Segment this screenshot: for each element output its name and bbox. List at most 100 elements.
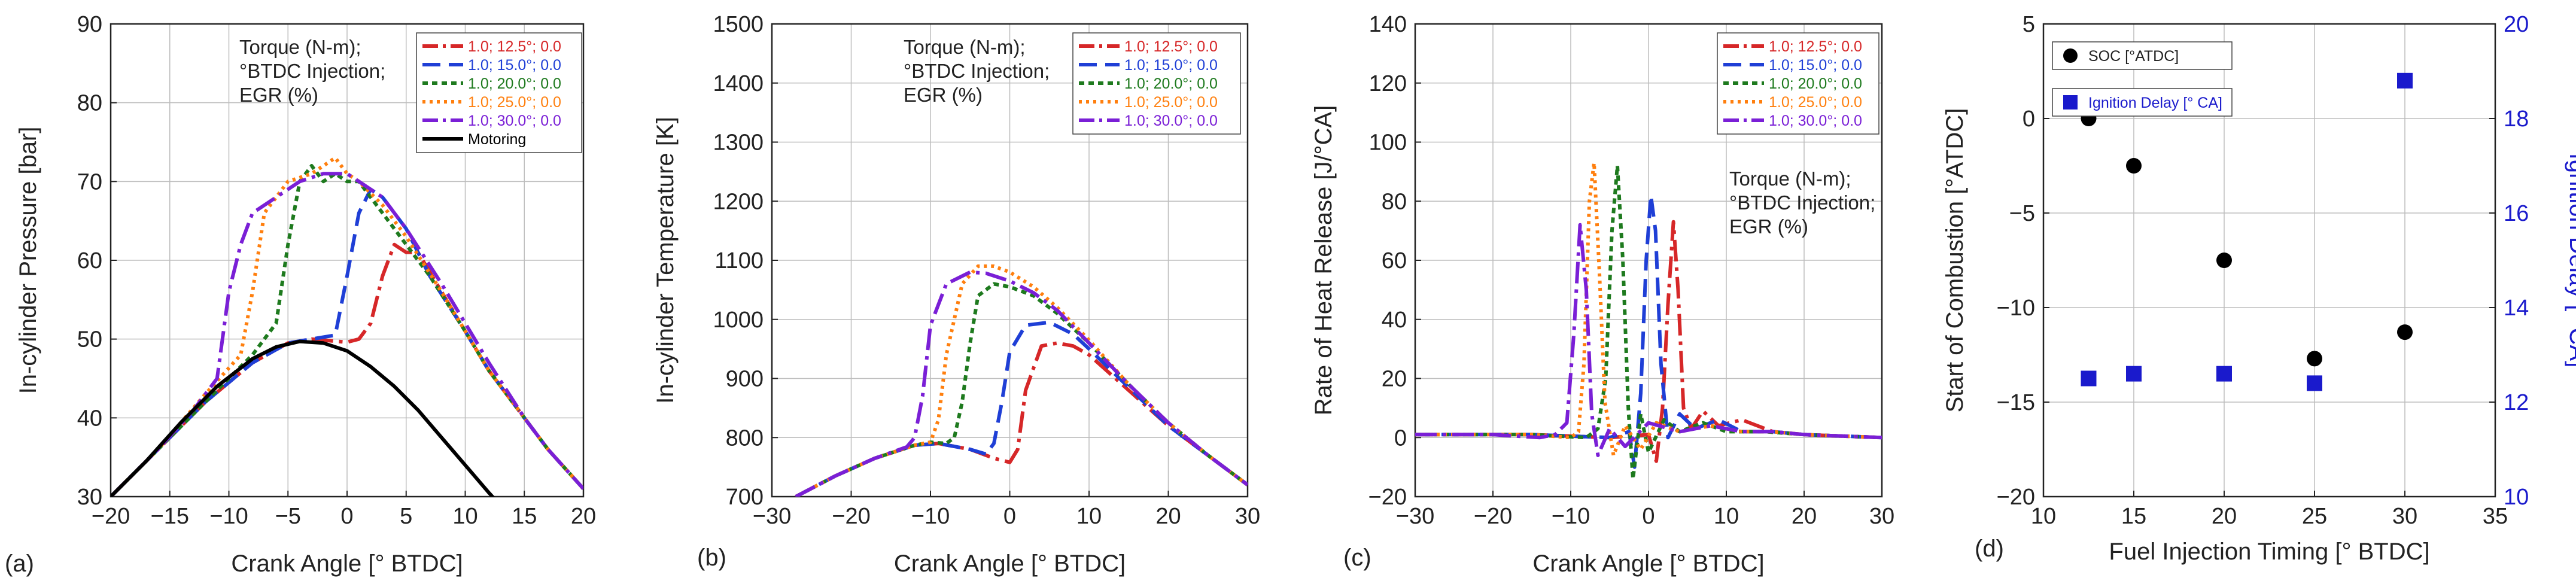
series-line-6 xyxy=(111,339,495,497)
series-line-3 xyxy=(111,164,583,497)
series-line-4 xyxy=(1415,161,1882,457)
x-axis-title: Fuel Injection Timing [° BTDC] xyxy=(2109,539,2429,565)
y-tick-label: 1100 xyxy=(714,248,764,273)
annotation-line: EGR (%) xyxy=(239,84,318,106)
y-tick-label: −10 xyxy=(1997,296,2035,321)
panel-label: (c) xyxy=(1343,545,1371,571)
x-axis-title: Crank Angle [° BTDC] xyxy=(1532,550,1764,577)
annotation-line: °BTDC Injection; xyxy=(904,60,1050,82)
legend-label-1: SOC [°ATDC] xyxy=(2088,48,2179,65)
legend-label-2: 1.0; 15.0°; 0.0 xyxy=(1124,57,1218,74)
y-tick-label: 100 xyxy=(1369,130,1407,156)
panel-label: (b) xyxy=(697,545,726,571)
x-tick-label: 35 xyxy=(2483,504,2508,529)
series-line-5 xyxy=(1415,223,1882,457)
x-tick-label: −20 xyxy=(1474,504,1512,529)
x-tick-label: 0 xyxy=(340,504,353,529)
y-tick-label: 90 xyxy=(77,12,102,37)
y-tick-label: 5 xyxy=(2023,12,2035,37)
y-axis-title: Rate of Heat Release [J/°CA] xyxy=(1310,105,1337,415)
legend: 1.0; 12.5°; 0.0 1.0; 15.0°; 0.01.0; 20.0°… xyxy=(1072,32,1241,135)
legend-label-1: 1.0; 12.5°; 0.0 xyxy=(1769,38,1862,55)
y-tick-label: 40 xyxy=(1382,308,1407,333)
legend-box xyxy=(416,32,582,153)
annotation-line: EGR (%) xyxy=(904,84,983,106)
annotation-line: Torque (N-m); xyxy=(904,36,1026,58)
x-tick-label: 0 xyxy=(1003,504,1016,529)
y-axis-title: Start of Combustion [°ATDC] xyxy=(1942,108,1968,413)
annotation-line: EGR (%) xyxy=(1729,215,1808,238)
y-tick-label: 50 xyxy=(77,327,102,352)
y-tick-label: 20 xyxy=(1382,367,1407,392)
scatter-point-soc xyxy=(2216,253,2232,268)
y-tick-label: 700 xyxy=(726,485,764,510)
plot-frame xyxy=(2042,23,2496,498)
series-line-5 xyxy=(795,270,1248,497)
scatter-point-soc xyxy=(2397,324,2413,340)
legend: 1.0; 12.5°; 0.0 1.0; 15.0°; 0.01.0; 20.0°… xyxy=(1717,32,1879,135)
chart-panel-3: −30 −20 −10 0 10 20 30−20020406080100120140Cra… xyxy=(1310,12,1894,577)
data-layer xyxy=(2081,72,2413,391)
y-tick-label: 80 xyxy=(1382,189,1407,214)
x-tick-label: −20 xyxy=(92,504,130,529)
x-tick-label: −10 xyxy=(1552,504,1590,529)
x-tick-label: 10 xyxy=(1714,504,1739,529)
annotation-line: Torque (N-m); xyxy=(239,36,361,58)
data-layer xyxy=(795,264,1248,497)
x-tick-label: 20 xyxy=(571,504,596,529)
legend-label-1: 1.0; 12.5°; 0.0 xyxy=(1124,38,1218,55)
scatter-point-soc xyxy=(2307,351,2322,367)
legend-label-2: 1.0; 15.0°; 0.0 xyxy=(1769,57,1862,74)
scatter-point-soc xyxy=(2126,158,2142,174)
y2-tick-label: 12 xyxy=(2504,390,2529,415)
x-tick-label: −30 xyxy=(1396,504,1434,529)
y-tick-label: 70 xyxy=(77,169,102,194)
y2-tick-label: 16 xyxy=(2504,201,2529,226)
legend: SOC [°ATDC] Ignition Delay [° CA] xyxy=(2052,41,2233,117)
y-tick-label: 1000 xyxy=(713,308,764,333)
x-tick-label: 15 xyxy=(2121,504,2146,529)
y-tick-label: 40 xyxy=(77,406,102,431)
x-tick-label: 5 xyxy=(400,504,412,529)
scatter-point-ignition-delay xyxy=(2081,370,2097,387)
y2-tick-label: 20 xyxy=(2504,12,2529,37)
chart-panel-4: 10 15 20 25 30 35 −20 −15 −10 −5 0 5 10 12 14 16 18 20 Fue… xyxy=(1942,12,2576,565)
y-tick-label: 1300 xyxy=(713,130,764,156)
x-tick-label: 30 xyxy=(2392,504,2417,529)
data-layer xyxy=(111,156,583,497)
y-axis-title: In-cylinder Temperature [K] xyxy=(652,117,679,403)
y2-tick-label: 18 xyxy=(2504,107,2529,132)
legend-label-1: 1.0; 12.5°; 0.0 xyxy=(468,38,561,55)
y2-tick-label: 14 xyxy=(2504,296,2529,321)
x-tick-label: 30 xyxy=(1869,504,1894,529)
x-tick-label: 20 xyxy=(2212,504,2237,529)
x-tick-label: 10 xyxy=(2031,504,2056,529)
scatter-point-ignition-delay xyxy=(2126,366,2142,382)
legend-label-5: 1.0; 30.0°; 0.0 xyxy=(468,112,561,129)
legend-label-3: 1.0; 20.0°; 0.0 xyxy=(468,75,561,92)
legend-box-2 xyxy=(2052,88,2233,117)
x-tick-label: −15 xyxy=(151,504,189,529)
annotation-line: °BTDC Injection; xyxy=(239,60,385,82)
y-tick-label: 120 xyxy=(1369,71,1407,96)
annotation-line: Torque (N-m); xyxy=(1729,168,1851,190)
legend-marker-ignition-delay xyxy=(2063,95,2078,110)
legend-label-4: 1.0; 25.0°; 0.0 xyxy=(1769,94,1862,111)
x-axis-title: Crank Angle [° BTDC] xyxy=(231,550,463,577)
x-tick-label: 0 xyxy=(1642,504,1655,529)
y-tick-label: −20 xyxy=(1368,485,1407,510)
y-tick-label: −20 xyxy=(1997,485,2035,510)
y-tick-label: 0 xyxy=(2023,107,2035,132)
x-tick-label: −10 xyxy=(911,504,950,529)
series-line-3 xyxy=(1415,164,1882,481)
y-tick-label: −15 xyxy=(1997,390,2035,415)
y-tick-label: 60 xyxy=(1382,248,1407,273)
legend: 1.0; 12.5°; 0.0 1.0; 15.0°; 0.01.0; 20.0°… xyxy=(416,32,582,153)
scatter-point-ignition-delay xyxy=(2216,366,2232,382)
legend-label-5: 1.0; 30.0°; 0.0 xyxy=(1124,112,1218,129)
legend-label-4: 1.0; 25.0°; 0.0 xyxy=(468,94,561,111)
data-layer xyxy=(1415,161,1882,481)
y-axis-title: In-cylinder Pressure [bar] xyxy=(15,127,41,394)
panel-label: (a) xyxy=(5,550,34,577)
